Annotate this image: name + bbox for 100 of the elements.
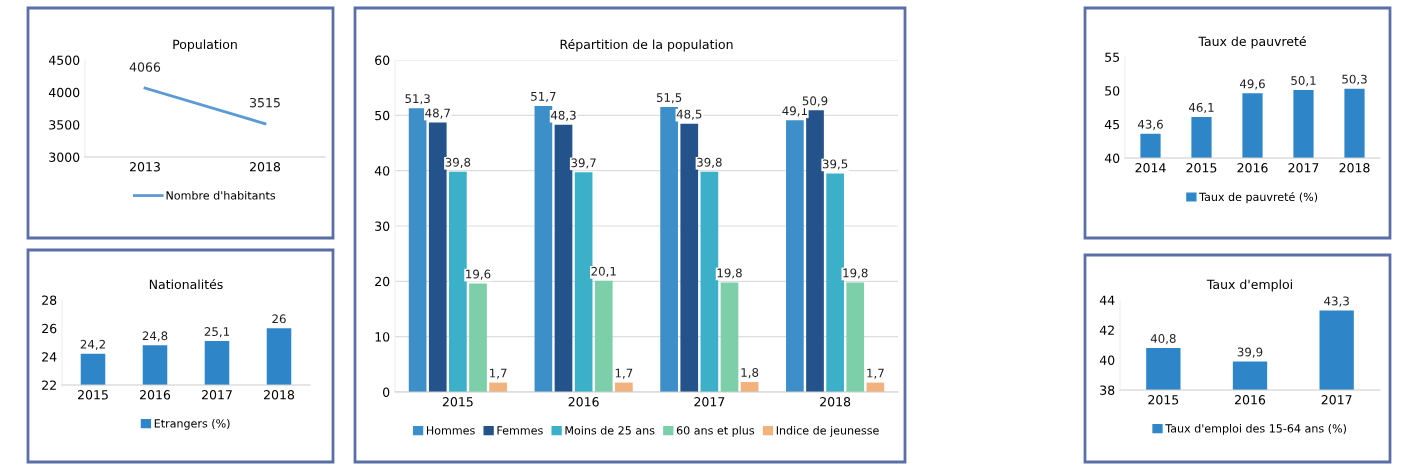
y-tick-label: 50	[1105, 86, 1120, 96]
bar	[720, 282, 739, 392]
legend-label: Femmes	[497, 426, 543, 435]
data-label: 50,1	[1291, 76, 1316, 87]
legend-label: 60 ans et plus	[676, 426, 755, 437]
bar	[469, 283, 487, 392]
y-tick-label: 26	[42, 323, 57, 334]
data-label: 1,7	[867, 368, 884, 379]
x-tick-label: 2018	[820, 397, 851, 407]
y-tick-label: 55	[1105, 52, 1120, 62]
y-tick-label: 0	[383, 387, 390, 397]
y-tick-label: 24	[42, 352, 57, 362]
y-tick-label: 45	[1104, 119, 1120, 130]
data-label: 46,1	[1188, 102, 1214, 114]
legend-label: Taux de pauvreté (%)	[1199, 192, 1318, 204]
bar	[700, 171, 719, 392]
data-label: 48,5	[676, 109, 702, 120]
y-tick-label: 4000	[48, 87, 80, 98]
data-label: 1,7	[615, 368, 633, 379]
bar	[428, 122, 447, 392]
legend-label: Hommes	[426, 426, 475, 435]
data-label: 39,8	[445, 157, 471, 168]
y-tick-label: 10	[375, 332, 390, 342]
data-label: 51,3	[405, 94, 430, 105]
y-tick-label: 20	[375, 276, 390, 287]
data-label: 19,8	[843, 268, 868, 279]
data-label: 48,7	[425, 108, 450, 119]
data-label: 39,9	[1237, 347, 1263, 358]
x-tick-label: 2017	[1321, 395, 1352, 405]
x-tick-label: 2018	[1339, 163, 1370, 173]
chart-title: Taux de pauvreté	[1198, 35, 1306, 49]
chart-title: Taux d'emploi	[1206, 279, 1292, 292]
x-tick-label: 2015	[78, 390, 108, 400]
data-label: 40,8	[1150, 334, 1176, 345]
legend-label: Nombre d'habitants	[166, 191, 276, 200]
x-tick-label: 2017	[202, 390, 232, 400]
data-label: 3515	[250, 97, 280, 108]
y-tick-label: 3500	[49, 120, 80, 130]
y-tick-label: 40	[374, 166, 390, 176]
data-label: 19,6	[466, 269, 491, 280]
x-tick-label: 2018	[250, 162, 281, 172]
y-tick-label: 60	[375, 55, 390, 65]
data-label: 24,2	[80, 339, 105, 350]
y-tick-label: 44	[1099, 295, 1115, 305]
legend-label: Taux d'emploi des 15-64 ans (%)	[1165, 424, 1346, 435]
data-label: 51,5	[656, 93, 682, 104]
bar	[574, 172, 593, 392]
data-label: 20,1	[591, 266, 616, 277]
data-label: 24,8	[142, 331, 168, 342]
chart-title: Population	[173, 39, 237, 52]
x-tick-label: 2016	[1237, 163, 1268, 173]
data-label: 4066	[129, 62, 161, 72]
chart-title: Nationalités	[149, 278, 223, 290]
data-label: 1,8	[741, 368, 759, 379]
bar	[534, 105, 553, 392]
x-tick-label: 2015	[1186, 163, 1217, 173]
bar	[408, 108, 427, 392]
bar	[449, 171, 467, 392]
data-label: 51,7	[531, 92, 556, 103]
data-label: 43,6	[1137, 119, 1163, 130]
data-label: 19,8	[717, 268, 742, 279]
data-label: 48,3	[550, 110, 576, 121]
data-label: 26	[272, 314, 286, 324]
x-tick-label: 2015	[442, 397, 473, 407]
x-tick-label: 2018	[264, 390, 295, 400]
x-tick-label: 2017	[694, 397, 725, 407]
data-label: 39,8	[697, 157, 722, 168]
data-label: 49,6	[1239, 79, 1265, 90]
legend-label: Indice de jeunesse	[776, 426, 879, 437]
data-label: 50,3	[1342, 74, 1367, 85]
data-label: 25,1	[204, 327, 230, 338]
legend-label: Moins de 25 ans	[565, 426, 655, 435]
data-label: 50,9	[802, 96, 828, 107]
x-tick-label: 2016	[1235, 395, 1266, 405]
data-label: 1,7	[490, 368, 507, 379]
bar	[806, 110, 824, 392]
bar	[594, 280, 613, 392]
y-tick-label: 50	[375, 110, 390, 121]
bar	[826, 173, 844, 392]
y-tick-label: 3000	[49, 152, 80, 162]
data-label: 39,5	[822, 159, 848, 170]
x-tick-label: 2014	[1135, 163, 1166, 173]
legend-label: Etrangers (%)	[154, 419, 230, 430]
data-label: 43,3	[1324, 296, 1349, 307]
bar	[660, 107, 678, 392]
y-tick-label: 38	[1100, 385, 1115, 395]
y-tick-label: 30	[375, 221, 390, 231]
y-tick-label: 42	[1099, 325, 1114, 335]
x-tick-label: 2016	[140, 390, 171, 400]
y-tick-label: 40	[1104, 153, 1120, 163]
bar	[680, 123, 699, 392]
y-tick-label: 22	[42, 380, 56, 390]
bar	[846, 282, 865, 392]
x-tick-label: 2015	[1148, 395, 1179, 405]
x-tick-label: 2016	[568, 397, 599, 407]
chart-title: Répartition de la population	[560, 38, 733, 52]
x-tick-label: 2013	[130, 162, 160, 172]
y-tick-label: 28	[42, 295, 57, 305]
data-label: 39,7	[571, 158, 596, 169]
y-tick-label: 4500	[48, 55, 80, 65]
